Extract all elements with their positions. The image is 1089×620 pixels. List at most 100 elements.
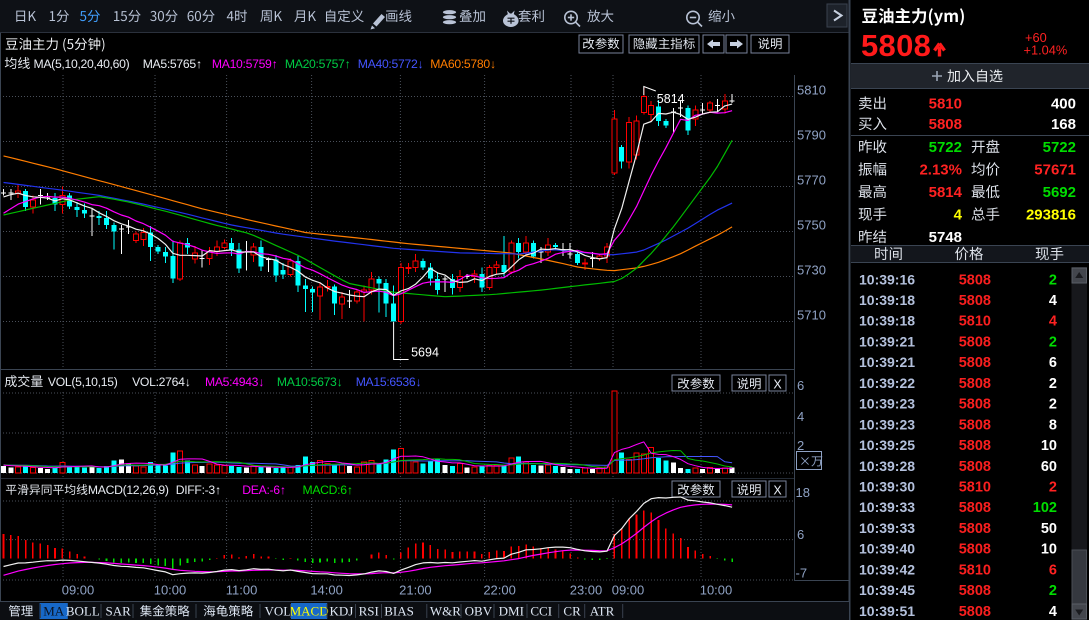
svg-text:5808: 5808 xyxy=(959,542,991,558)
svg-text:102: 102 xyxy=(1033,500,1057,516)
svg-text:10:39:51: 10:39:51 xyxy=(859,603,915,619)
svg-text:14:00: 14:00 xyxy=(310,583,343,598)
svg-text:5808: 5808 xyxy=(959,604,991,620)
svg-text:5808: 5808 xyxy=(959,438,991,454)
svg-text:6: 6 xyxy=(1049,562,1057,578)
svg-text:10:39:42: 10:39:42 xyxy=(859,561,915,577)
svg-text:4: 4 xyxy=(797,409,804,424)
svg-text:5810: 5810 xyxy=(959,480,991,496)
svg-text:SAR: SAR xyxy=(106,604,132,619)
svg-text:CR: CR xyxy=(563,604,581,619)
svg-text:2: 2 xyxy=(1049,480,1057,496)
svg-text:10:39:33: 10:39:33 xyxy=(859,499,915,515)
svg-text:MACD(12,26,9): MACD(12,26,9) xyxy=(88,483,169,497)
svg-text:W&R: W&R xyxy=(430,604,461,619)
svg-text:2: 2 xyxy=(1049,583,1057,599)
svg-text:09:00: 09:00 xyxy=(62,583,95,598)
svg-text:5810: 5810 xyxy=(959,314,991,330)
svg-text:5710: 5710 xyxy=(797,308,826,323)
svg-text:10:39:40: 10:39:40 xyxy=(859,541,915,557)
svg-text:5808: 5808 xyxy=(959,583,991,599)
svg-text:MA: MA xyxy=(43,604,65,619)
svg-text:5808: 5808 xyxy=(959,500,991,516)
svg-text:DEA:-6↑: DEA:-6↑ xyxy=(242,483,285,497)
svg-text:10:39:28: 10:39:28 xyxy=(859,458,915,474)
svg-text:5808: 5808 xyxy=(959,521,991,537)
svg-text:60: 60 xyxy=(1041,459,1057,475)
svg-text:MA(5,10,20,40,60): MA(5,10,20,40,60) xyxy=(34,57,130,71)
svg-text:4: 4 xyxy=(1049,293,1057,309)
svg-text:6: 6 xyxy=(1049,355,1057,371)
svg-text:MA15:6536↓: MA15:6536↓ xyxy=(356,375,421,389)
svg-text:5814: 5814 xyxy=(657,92,685,106)
svg-text:5808: 5808 xyxy=(929,116,962,133)
svg-text:5810: 5810 xyxy=(959,562,991,578)
svg-text:+1.04%: +1.04% xyxy=(1024,43,1068,58)
svg-text:18: 18 xyxy=(796,485,810,500)
svg-text:57671: 57671 xyxy=(1034,162,1076,179)
svg-text:5808: 5808 xyxy=(959,397,991,413)
svg-text:5808: 5808 xyxy=(959,355,991,371)
svg-text:5808: 5808 xyxy=(959,272,991,288)
svg-text:10:39:33: 10:39:33 xyxy=(859,520,915,536)
svg-text:10:39:30: 10:39:30 xyxy=(859,479,915,495)
svg-text:10:39:18: 10:39:18 xyxy=(859,313,915,329)
svg-text:5692: 5692 xyxy=(1043,184,1076,201)
svg-text:293816: 293816 xyxy=(1026,207,1076,224)
svg-text:11:00: 11:00 xyxy=(226,583,258,598)
svg-text:10: 10 xyxy=(1041,542,1057,558)
svg-text:8: 8 xyxy=(1049,417,1057,433)
svg-text:168: 168 xyxy=(1051,116,1076,133)
svg-text:400: 400 xyxy=(1051,96,1076,113)
svg-text:X: X xyxy=(773,378,782,392)
svg-text:5814: 5814 xyxy=(929,184,963,201)
svg-text:MA40:5772↓: MA40:5772↓ xyxy=(358,57,423,71)
svg-text:DMI: DMI xyxy=(499,604,524,619)
svg-text:-7: -7 xyxy=(796,566,808,581)
svg-text:MACD: MACD xyxy=(290,604,329,619)
svg-text:10:39:18: 10:39:18 xyxy=(859,292,915,308)
svg-text:MA20:5757↑: MA20:5757↑ xyxy=(285,57,350,71)
svg-text:5730: 5730 xyxy=(797,263,826,278)
svg-text:5748: 5748 xyxy=(929,229,962,246)
svg-text:MA60:5780↓: MA60:5780↓ xyxy=(430,57,495,71)
svg-text:MACD:6↑: MACD:6↑ xyxy=(303,483,353,497)
svg-text:CCI: CCI xyxy=(530,604,552,619)
svg-text:BIAS: BIAS xyxy=(384,604,414,619)
svg-text:6: 6 xyxy=(797,527,804,542)
svg-text:KDJ: KDJ xyxy=(329,604,353,619)
svg-text:10: 10 xyxy=(1041,438,1057,454)
svg-text:10:39:21: 10:39:21 xyxy=(859,354,915,370)
svg-text:4: 4 xyxy=(1049,604,1057,620)
svg-text:50: 50 xyxy=(1041,521,1057,537)
svg-text:DIFF:-3↑: DIFF:-3↑ xyxy=(176,483,221,497)
svg-text:2: 2 xyxy=(797,438,804,453)
svg-text:2: 2 xyxy=(1049,272,1057,288)
svg-text:5808: 5808 xyxy=(959,459,991,475)
svg-text:5722: 5722 xyxy=(929,139,962,156)
svg-text:10:39:21: 10:39:21 xyxy=(859,334,915,350)
svg-text:5808: 5808 xyxy=(959,376,991,392)
svg-text:5694: 5694 xyxy=(411,346,439,360)
svg-text:4: 4 xyxy=(1049,314,1057,330)
svg-text:10:39:16: 10:39:16 xyxy=(859,271,915,287)
svg-text:5810: 5810 xyxy=(797,83,826,98)
svg-text:2: 2 xyxy=(1049,335,1057,351)
svg-text:10:39:22: 10:39:22 xyxy=(859,375,915,391)
svg-text:X: X xyxy=(773,484,782,498)
svg-text:2: 2 xyxy=(1049,376,1057,392)
svg-text:OBV: OBV xyxy=(465,604,493,619)
svg-text:RSI: RSI xyxy=(359,604,379,619)
svg-text:5770: 5770 xyxy=(797,173,826,188)
svg-text:5722: 5722 xyxy=(1043,139,1076,156)
svg-text:2: 2 xyxy=(1049,397,1057,413)
svg-text:6: 6 xyxy=(797,378,804,393)
svg-text:2.13%: 2.13% xyxy=(919,162,962,179)
svg-text:VOL:2764↓: VOL:2764↓ xyxy=(132,375,190,389)
svg-text:5790: 5790 xyxy=(797,128,826,143)
svg-text:10:00: 10:00 xyxy=(700,583,733,598)
svg-text:5808: 5808 xyxy=(959,417,991,433)
svg-text:MA10:5673↓: MA10:5673↓ xyxy=(277,375,342,389)
svg-text:VOL(5,10,15): VOL(5,10,15) xyxy=(48,375,118,389)
svg-text:ATR: ATR xyxy=(590,604,615,619)
